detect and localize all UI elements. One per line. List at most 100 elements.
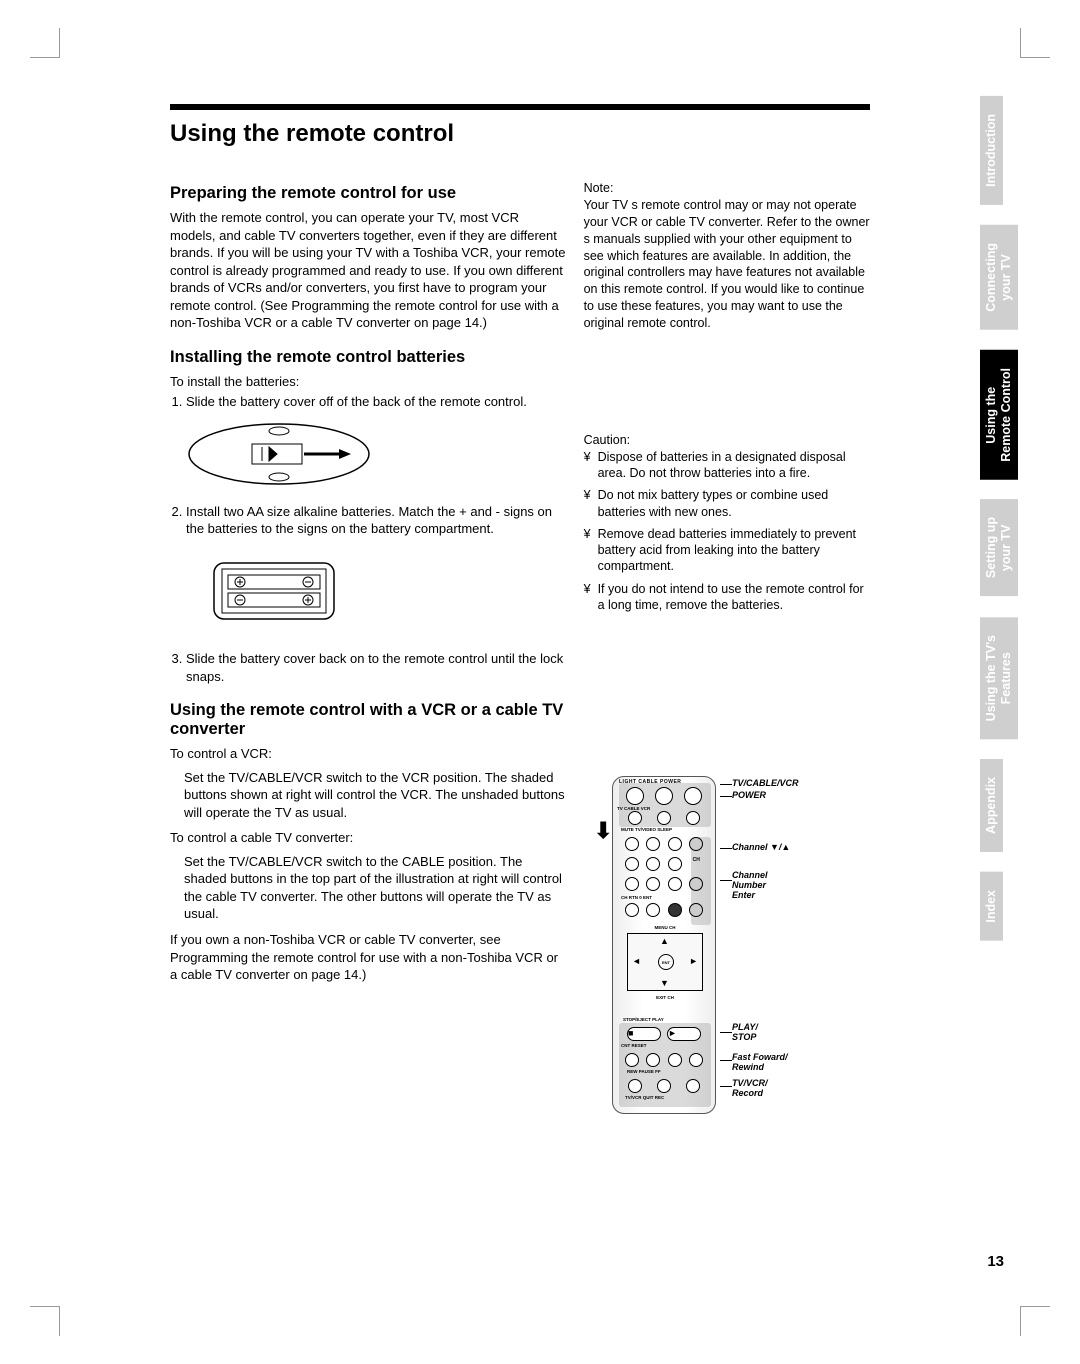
remote-btn	[668, 877, 682, 891]
callout-line	[720, 848, 732, 849]
remote-btn	[646, 857, 660, 871]
remote-text-row3: MUTE TV/VIDEO SLEEP	[621, 827, 672, 832]
install-steps-2: Install two AA size alkaline batteries. …	[170, 503, 566, 538]
remote-row-2	[621, 811, 707, 825]
heading-installing: Installing the remote control batteries	[170, 348, 566, 367]
vcr-body: Set the TV/CABLE/VCR switch to the VCR p…	[170, 769, 566, 822]
callout-line	[720, 1032, 732, 1033]
install-steps: Slide the battery cover off of the back …	[170, 393, 566, 411]
crop-mark-tr	[1020, 28, 1050, 58]
callout-power: POWER	[732, 790, 766, 800]
remote-btn	[668, 857, 682, 871]
install-steps-3: Slide the battery cover back on to the r…	[170, 650, 566, 685]
remote-btn	[655, 787, 673, 805]
remote-btn	[689, 903, 703, 917]
tab-introduction: Introduction	[980, 96, 1003, 205]
callout-ch-num-enter: Channel Number Enter	[732, 870, 768, 900]
figure-battery-polarity	[184, 546, 384, 636]
cable-body: Set the TV/CABLE/VCR switch to the CABLE…	[170, 853, 566, 923]
remote-row	[621, 837, 707, 851]
callout-line	[720, 1060, 732, 1061]
remote-btn	[626, 787, 644, 805]
remote-btn	[689, 1053, 703, 1067]
install-step-2: Install two AA size alkaline batteries. …	[186, 503, 566, 538]
remote-btn	[668, 1053, 682, 1067]
caution-item: Remove dead batteries immediately to pre…	[584, 526, 870, 575]
remote-row: CH	[621, 857, 707, 871]
crop-mark-br	[1020, 1306, 1050, 1336]
remote-btn	[646, 837, 660, 851]
remote-row	[621, 1053, 707, 1067]
side-tab-strip: Introduction Connecting your TV Using th…	[980, 96, 1016, 960]
remote-row	[621, 903, 707, 917]
remote-btn	[625, 857, 639, 871]
remote-btn	[668, 837, 682, 851]
heading-preparing: Preparing the remote control for use	[170, 184, 566, 203]
remote-btn: ►	[667, 1027, 701, 1041]
remote-text-stop: STOP/EJECT PLAY	[623, 1017, 664, 1022]
remote-row	[621, 877, 707, 891]
tab-appendix: Appendix	[980, 759, 1003, 852]
cable-label: To control a cable TV converter:	[170, 829, 566, 847]
caution-item: Do not mix battery types or combine used…	[584, 487, 870, 520]
callout-channel: Channel ▼/▲	[732, 842, 790, 852]
remote-btn	[625, 1053, 639, 1067]
installing-intro: To install the batteries:	[170, 373, 566, 391]
remote-text-menu: MENU CH	[629, 925, 701, 930]
remote-text-exit: EXIT CH	[623, 995, 707, 1000]
remote-btn	[625, 877, 639, 891]
install-step-1: Slide the battery cover off of the back …	[186, 393, 566, 411]
remote-btn	[689, 877, 703, 891]
note-label: Note:	[584, 180, 870, 197]
callout-playstop: PLAY/ STOP	[732, 1022, 758, 1042]
tab-connecting: Connecting your TV	[980, 225, 1018, 330]
caution-item: If you do not intend to use the remote c…	[584, 581, 870, 614]
callout-tvcablevcr: TV/CABLE/VCR	[732, 778, 799, 788]
callout-line	[720, 1086, 732, 1087]
remote-btn	[686, 811, 700, 825]
down-arrow-icon: ⬇	[594, 818, 612, 844]
remote-btn	[657, 811, 671, 825]
remote-btn	[625, 837, 639, 851]
caution-list: Dispose of batteries in a designated dis…	[584, 449, 870, 613]
remote-dpad: ENT ▲ ▼ ◄ ►	[627, 933, 703, 991]
remote-text-row1: LIGHT CABLE POWER	[619, 779, 681, 785]
caution-item: Dispose of batteries in a designated dis…	[584, 449, 870, 482]
crop-mark-tl	[30, 28, 60, 58]
remote-btn: ■	[627, 1027, 661, 1041]
remote-body: LIGHT CABLE POWER TV CABLE VCR MUTE TV/V…	[612, 776, 716, 1114]
callout-ffrew: Fast Foward/ Rewind	[732, 1052, 788, 1072]
remote-btn	[689, 837, 703, 851]
remote-illustration: ⬇ LIGHT CABLE POWER TV CABLE VCR MUTE TV…	[612, 776, 872, 1136]
install-step-3: Slide the battery cover back on to the r…	[186, 650, 566, 685]
tab-remote-control: Using the Remote Control	[980, 350, 1018, 480]
remote-text-rew: REW PAUSE FF	[627, 1069, 661, 1074]
tab-index: Index	[980, 872, 1003, 941]
tab-setting-up: Setting up your TV	[980, 499, 1018, 596]
vcr-cable-footer: If you own a non-Toshiba VCR or cable TV…	[170, 931, 566, 984]
remote-text-chrtn: CH RTN 0 ENT	[621, 895, 652, 900]
caution-label: Caution:	[584, 432, 870, 449]
callout-line	[720, 796, 732, 797]
remote-row-1	[621, 787, 707, 805]
heading-vcr-cable: Using the remote control with a VCR or a…	[170, 701, 566, 739]
remote-btn	[625, 903, 639, 917]
figure-battery-cover	[184, 419, 384, 489]
remote-btn	[646, 877, 660, 891]
remote-text-ch: CH	[689, 857, 703, 871]
callout-line	[720, 880, 732, 881]
vcr-label: To control a VCR:	[170, 745, 566, 763]
remote-text-cnt: CNT RESET	[621, 1043, 647, 1048]
remote-btn	[686, 1079, 700, 1093]
crop-mark-bl	[30, 1306, 60, 1336]
tab-features: Using the TV's Features	[980, 617, 1018, 739]
remote-row: ■►	[621, 1027, 707, 1041]
remote-btn	[628, 1079, 642, 1093]
remote-row	[621, 1079, 707, 1093]
remote-btn	[684, 787, 702, 805]
remote-btn	[628, 811, 642, 825]
remote-btn	[646, 1053, 660, 1067]
preparing-body: With the remote control, you can operate…	[170, 209, 566, 332]
remote-btn	[646, 903, 660, 917]
remote-btn	[657, 1079, 671, 1093]
